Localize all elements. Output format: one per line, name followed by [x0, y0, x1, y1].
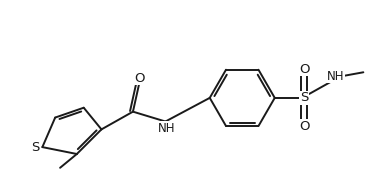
Text: S: S	[31, 141, 40, 154]
Text: S: S	[300, 91, 308, 104]
Text: O: O	[299, 63, 310, 76]
Text: NH: NH	[158, 122, 175, 135]
Text: O: O	[135, 72, 145, 85]
Text: NH: NH	[327, 70, 345, 83]
Text: O: O	[299, 120, 310, 133]
